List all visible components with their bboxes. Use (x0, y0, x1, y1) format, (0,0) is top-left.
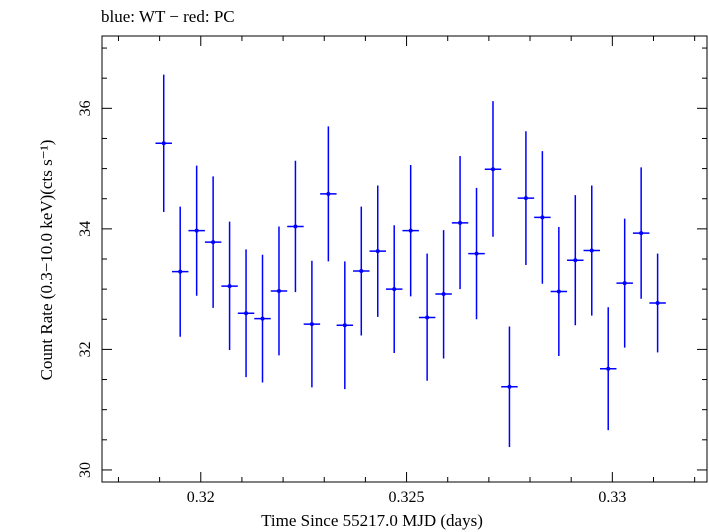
data-point (534, 151, 551, 284)
x-tick-label: 0.32 (187, 489, 215, 506)
data-point (287, 160, 304, 293)
data-point (320, 126, 337, 262)
data-point (402, 164, 419, 297)
y-tick-label: 34 (77, 221, 94, 237)
data-marker (507, 384, 512, 389)
data-marker (260, 316, 265, 321)
data-marker (178, 269, 183, 274)
data-marker (276, 288, 281, 293)
data-point (385, 225, 403, 354)
data-point (171, 206, 189, 337)
data-marker (441, 291, 446, 296)
y-axis-label: Count Rate (0.3−10.0 keV)(cts s⁻¹) (37, 140, 56, 381)
chart-title: blue: WT − red: PC (101, 7, 235, 26)
data-marker (490, 167, 495, 172)
data-marker (458, 220, 463, 225)
x-tick-label: 0.33 (598, 489, 626, 506)
data-point (254, 254, 271, 383)
data-marker (606, 366, 611, 371)
data-marker (161, 141, 166, 146)
data-marker (392, 287, 397, 292)
data-marker (474, 251, 479, 256)
data-marker (556, 289, 561, 294)
data-marker (309, 322, 314, 327)
data-marker (244, 311, 249, 316)
data-marker (326, 191, 331, 196)
y-tick-label: 30 (77, 462, 94, 478)
axis-ticks: 0.32 0.325 0.33 30 32 34 36 (77, 36, 707, 506)
data-point (517, 131, 535, 266)
data-point (599, 307, 617, 431)
data-point (303, 260, 321, 388)
data-marker (194, 228, 199, 233)
y-tick-label: 32 (77, 341, 94, 357)
data-marker (211, 240, 216, 245)
data-point (221, 221, 238, 351)
data-point (336, 261, 354, 390)
data-point (270, 226, 288, 356)
data-marker (655, 300, 660, 305)
data-point (369, 185, 386, 317)
data-marker (359, 269, 364, 274)
data-points (155, 74, 666, 448)
data-point (451, 155, 469, 290)
data-point (155, 74, 172, 212)
x-tick-label: 0.325 (389, 489, 425, 506)
data-marker (293, 224, 298, 229)
data-marker (589, 248, 594, 253)
data-marker (375, 249, 380, 254)
data-point (501, 326, 518, 448)
data-point (188, 165, 205, 296)
data-point (550, 227, 568, 357)
data-point (649, 253, 666, 353)
data-marker (622, 281, 627, 286)
data-marker (573, 258, 578, 263)
data-marker (227, 284, 232, 289)
data-point (632, 167, 650, 299)
data-marker (408, 228, 413, 233)
y-tick-label: 36 (77, 100, 94, 116)
x-axis-label: Time Since 55217.0 MJD (days) (261, 511, 483, 530)
data-marker (342, 323, 347, 328)
data-point (616, 218, 633, 348)
data-marker (540, 215, 545, 220)
data-point (353, 206, 370, 336)
data-point (468, 187, 485, 320)
data-point (567, 195, 584, 326)
data-point (435, 230, 452, 359)
data-marker (639, 231, 644, 236)
plot-frame (101, 35, 708, 483)
data-point (583, 185, 600, 316)
data-point (204, 176, 222, 308)
data-point (237, 249, 255, 378)
data-marker (523, 196, 528, 201)
data-marker (425, 315, 430, 320)
data-point (418, 253, 436, 381)
data-point (484, 101, 502, 237)
